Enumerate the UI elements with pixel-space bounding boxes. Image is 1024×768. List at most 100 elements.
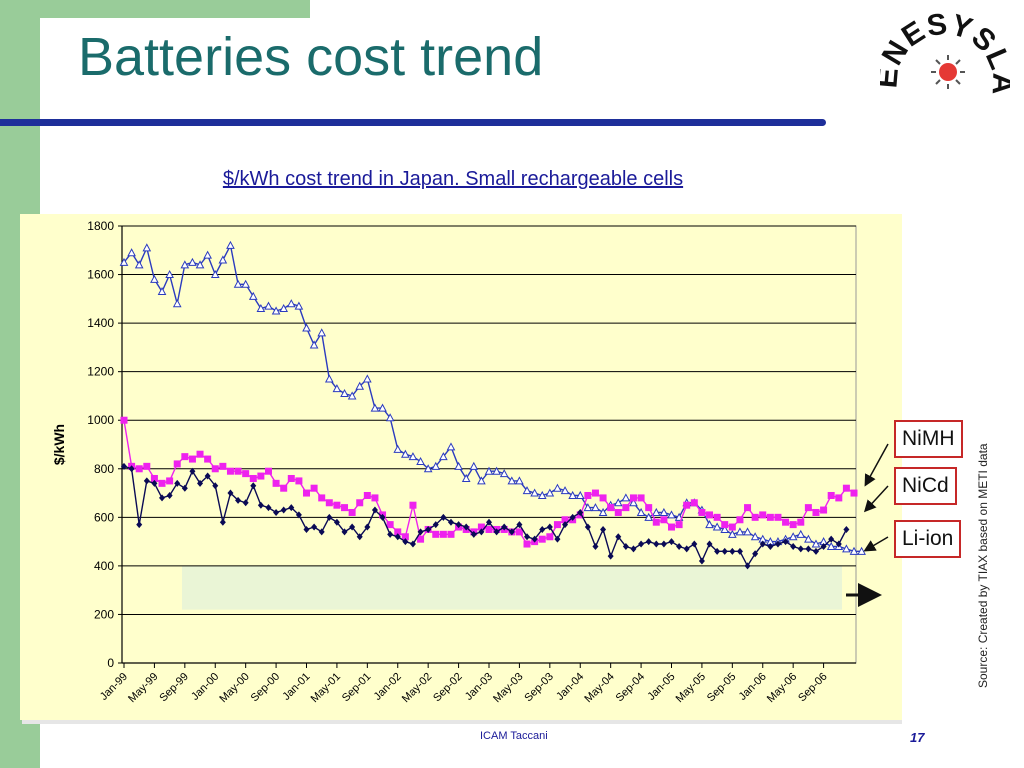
point-li-ion xyxy=(324,374,334,383)
arrow-nicd xyxy=(863,485,889,513)
point-nicd xyxy=(128,465,135,473)
point-nicd xyxy=(143,477,150,485)
point-nicd xyxy=(683,545,690,553)
point-li-ion xyxy=(591,503,600,512)
point-li-ion xyxy=(705,520,714,529)
point-nimh xyxy=(645,504,653,512)
point-nicd xyxy=(721,547,728,555)
point-nimh xyxy=(835,494,843,502)
point-nimh xyxy=(386,521,394,529)
point-li-ion xyxy=(811,539,821,548)
point-li-ion xyxy=(416,456,425,465)
point-li-ion xyxy=(385,413,395,422)
title-underline-bar xyxy=(0,119,826,126)
point-li-ion xyxy=(150,274,159,283)
point-nimh xyxy=(173,460,181,468)
point-nimh xyxy=(477,523,485,531)
point-nicd xyxy=(463,523,470,531)
point-nicd xyxy=(189,467,196,475)
point-li-ion xyxy=(621,493,631,502)
point-li-ion xyxy=(218,255,228,264)
point-li-ion xyxy=(842,544,851,553)
point-li-ion xyxy=(857,546,866,555)
point-nimh xyxy=(736,516,744,524)
point-nimh xyxy=(584,491,592,499)
point-nicd xyxy=(227,489,234,497)
point-nicd xyxy=(759,540,766,548)
point-nicd xyxy=(577,508,584,516)
point-nicd xyxy=(364,523,371,531)
point-nimh xyxy=(394,528,402,536)
point-li-ion xyxy=(651,507,661,516)
point-li-ion xyxy=(636,507,646,516)
point-nicd xyxy=(493,528,500,536)
point-nicd xyxy=(432,521,439,529)
point-nicd xyxy=(653,540,660,548)
point-nicd xyxy=(539,525,546,533)
point-li-ion xyxy=(286,299,296,308)
point-nicd xyxy=(524,533,531,541)
top-strip xyxy=(40,0,310,18)
point-nicd xyxy=(181,484,188,492)
point-nicd xyxy=(379,513,386,521)
point-nimh xyxy=(371,494,379,502)
point-nicd xyxy=(288,504,295,512)
callout-nimh: NiMH xyxy=(894,420,963,458)
point-nicd xyxy=(265,504,272,512)
point-nicd xyxy=(676,542,683,550)
point-li-ion xyxy=(355,381,365,390)
point-nicd xyxy=(562,521,569,529)
point-li-ion xyxy=(804,534,813,543)
point-li-ion xyxy=(583,503,593,512)
point-nimh xyxy=(728,523,736,531)
point-li-ion xyxy=(720,524,730,533)
point-nicd xyxy=(736,547,743,555)
point-nicd xyxy=(630,545,637,553)
point-nimh xyxy=(280,484,288,492)
point-nicd xyxy=(790,542,797,550)
point-li-ion xyxy=(613,498,623,507)
point-li-ion xyxy=(499,469,509,478)
point-nimh xyxy=(797,518,805,526)
point-nicd xyxy=(820,542,827,550)
point-nicd xyxy=(349,523,356,531)
point-li-ion xyxy=(347,391,357,400)
point-nicd xyxy=(174,479,181,487)
y-tick-label: 1600 xyxy=(87,268,114,282)
point-nicd xyxy=(219,518,226,526)
y-tick-label: 1800 xyxy=(87,219,114,233)
point-nicd xyxy=(706,540,713,548)
point-nimh xyxy=(204,455,212,463)
point-nimh xyxy=(135,465,143,473)
point-li-ion xyxy=(248,291,258,300)
point-nimh xyxy=(622,504,630,512)
point-nimh xyxy=(804,504,812,512)
point-nicd xyxy=(447,518,454,526)
point-nicd xyxy=(508,528,515,536)
point-nicd xyxy=(501,523,508,531)
point-nicd xyxy=(714,547,721,555)
point-nimh xyxy=(166,477,174,485)
point-li-ion xyxy=(401,449,410,458)
y-tick-label: 400 xyxy=(94,559,114,573)
point-nicd xyxy=(326,513,333,521)
point-nimh xyxy=(447,530,455,538)
point-li-ion xyxy=(537,490,547,499)
point-nimh xyxy=(226,467,234,475)
highlight-band xyxy=(182,565,842,610)
point-nimh xyxy=(713,513,721,521)
point-li-ion xyxy=(469,461,479,470)
point-nicd xyxy=(409,540,416,548)
slide-title: Batteries cost trend xyxy=(78,27,544,87)
point-li-ion xyxy=(332,384,342,393)
point-nimh xyxy=(257,472,265,480)
point-li-ion xyxy=(210,270,220,279)
point-nicd xyxy=(242,499,249,507)
point-li-ion xyxy=(195,260,205,269)
point-nicd xyxy=(569,513,576,521)
point-li-ion xyxy=(575,490,585,499)
point-li-ion xyxy=(157,286,167,296)
point-li-ion xyxy=(180,260,190,269)
point-nicd xyxy=(691,540,698,548)
